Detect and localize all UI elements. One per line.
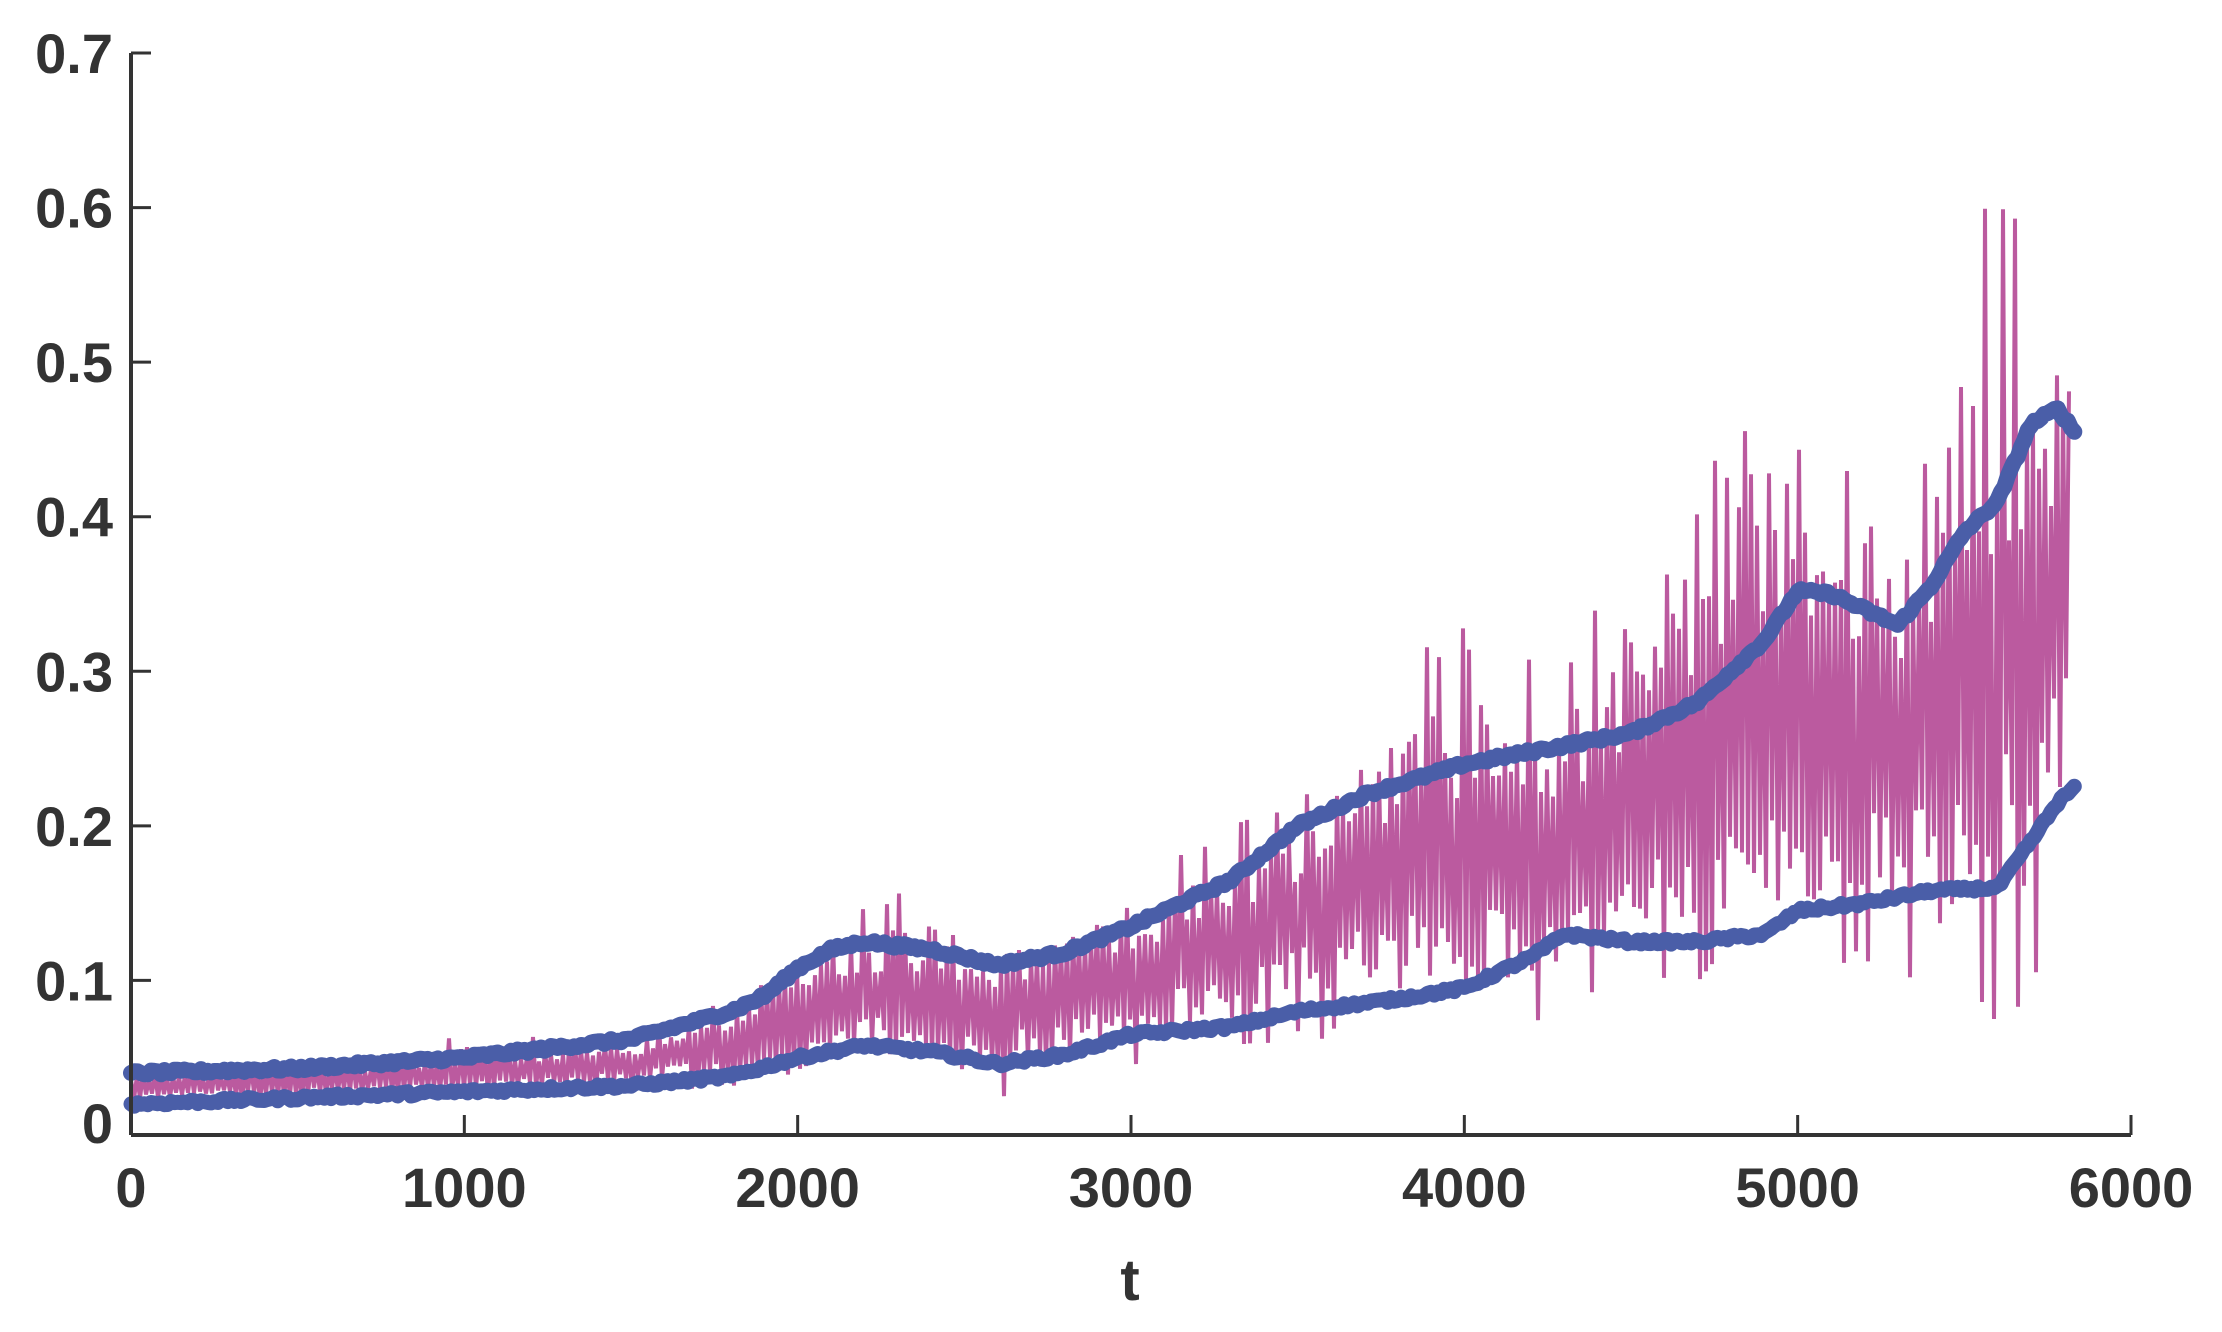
plot-area — [123, 208, 2083, 1114]
y-tick-label: 0.1 — [35, 949, 113, 1012]
series-upper-envelope — [123, 400, 2083, 1083]
y-axis-ticks: 0 0.1 0.2 0.3 0.4 0.5 0.6 0.7 — [35, 22, 151, 1155]
x-tick-label: 5000 — [1735, 1156, 1860, 1219]
x-axis-ticks: 0 1000 2000 3000 4000 5000 6000 — [115, 1115, 2193, 1219]
x-tick-label: 1000 — [402, 1156, 527, 1219]
y-tick-label: 0.2 — [35, 795, 113, 858]
y-tick-label: 0.6 — [35, 177, 113, 240]
x-tick-label: 0 — [115, 1156, 146, 1219]
y-tick-label: 0.5 — [35, 331, 113, 394]
axes: 0 0.1 0.2 0.3 0.4 0.5 0.6 0.7 0 1000 2000 3000 4000… — [35, 22, 2193, 1313]
series-noisy-signal — [129, 208, 2071, 1102]
x-tick-label: 6000 — [2069, 1156, 2194, 1219]
x-axis-label: t — [1120, 1248, 1139, 1313]
y-tick-label: 0.7 — [35, 22, 113, 85]
x-tick-label: 2000 — [735, 1156, 860, 1219]
y-tick-label: 0 — [82, 1092, 113, 1155]
x-tick-label: 3000 — [1069, 1156, 1194, 1219]
y-tick-label: 0.4 — [35, 486, 113, 549]
series-lower-envelope — [123, 778, 2082, 1114]
y-tick-label: 0.3 — [35, 640, 113, 703]
x-tick-label: 4000 — [1402, 1156, 1527, 1219]
